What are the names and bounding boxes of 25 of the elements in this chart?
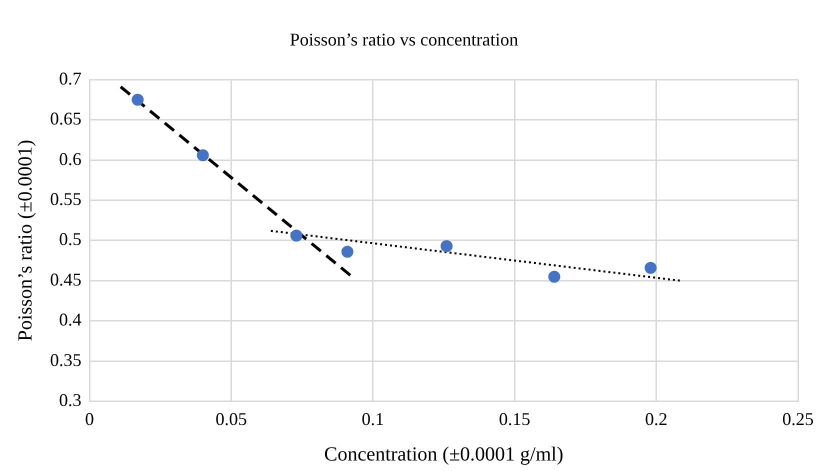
point <box>548 270 560 283</box>
y-tick-label: 0.5 <box>59 229 82 250</box>
y-tick-label: 0.3 <box>59 390 82 410</box>
y-axis-title: Poisson’s ratio (±0.0001) <box>14 140 36 342</box>
point <box>132 94 144 106</box>
y-tick-label: 0.4 <box>59 310 82 330</box>
y-tick-label: 0.7 <box>59 68 82 88</box>
x-tick-label: 0.1 <box>362 408 384 429</box>
x-axis-title: Concentration (±0.0001 g/ml) <box>324 443 564 466</box>
y-tick-label: 0.45 <box>50 269 82 290</box>
y-tick-label: 0.6 <box>59 148 82 169</box>
point <box>196 149 209 162</box>
chart-title: Poisson’s ratio vs concentration <box>290 30 518 50</box>
point <box>290 230 302 242</box>
point <box>341 246 354 258</box>
y-tick-label: 0.65 <box>50 108 82 129</box>
x-tick-label: 0.15 <box>498 408 530 429</box>
x-tick-label: 0.05 <box>215 408 247 429</box>
x-tick-label: 0.2 <box>645 408 668 429</box>
y-tick-label: 0.35 <box>50 350 82 370</box>
x-tick-label: 0 <box>85 408 94 429</box>
x-tick-label: 0.25 <box>782 408 814 429</box>
point <box>644 262 657 274</box>
point <box>440 240 453 252</box>
y-tick-label: 0.55 <box>50 189 82 210</box>
